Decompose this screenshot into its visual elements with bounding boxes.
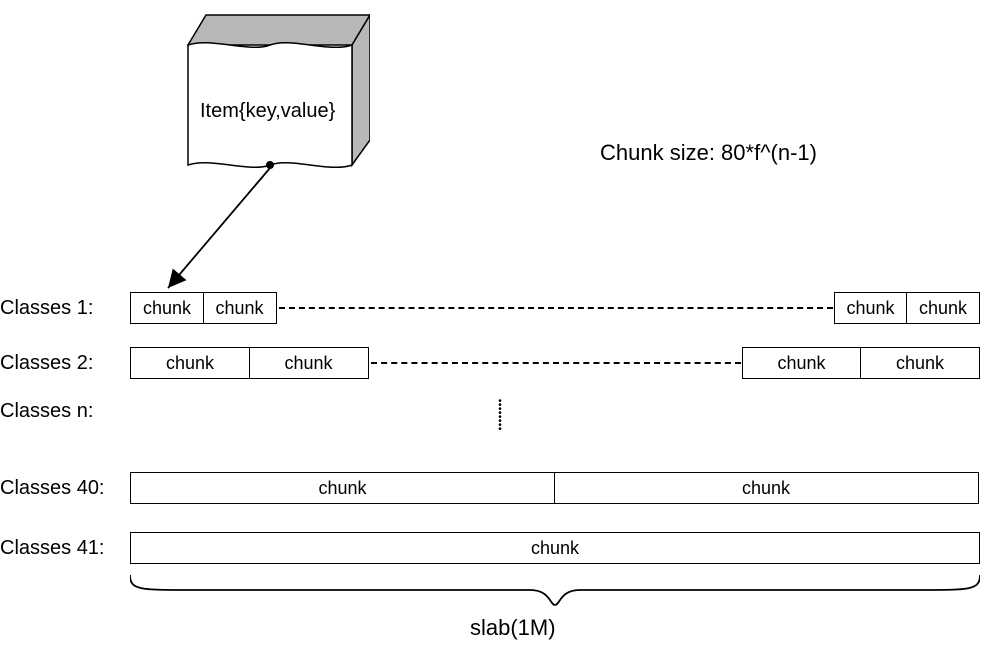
row-label-1: Classes 1: [0,297,130,320]
row-classes-1: Classes 1: chunk chunk chunk chunk [0,290,985,326]
slab-caption: slab(1M) [470,615,556,641]
vertical-ellipsis: •••••••• [490,400,510,432]
row-classes-40: Classes 40: chunk chunk [0,470,985,506]
row-label-n: Classes n: [0,400,130,423]
slab-1: chunk chunk chunk chunk [130,290,980,326]
row-label-2: Classes 2: [0,352,130,375]
row-classes-41: Classes 41: chunk [0,530,985,566]
chunk: chunk [906,292,980,324]
row-label-40: Classes 40: [0,477,130,500]
chunk: chunk [130,532,980,564]
item-box [170,5,370,175]
gap-dashed [371,362,742,364]
slab-underbrace [130,570,980,610]
slab-41: chunk [130,530,980,566]
item-box-svg [170,5,370,190]
chunk: chunk [130,292,204,324]
diagram-canvas: Item{key,value} Chunk size: 80*f^(n-1) C… [0,0,1000,672]
row-label-41: Classes 41: [0,537,130,560]
item-label: Item{key,value} [200,100,335,123]
chunk: chunk [554,472,979,504]
chunk-size-formula: Chunk size: 80*f^(n-1) [600,140,817,166]
chunk: chunk [860,347,980,379]
chunk: chunk [834,292,908,324]
chunk: chunk [742,347,862,379]
gap-dashed [279,307,834,309]
chunk: chunk [203,292,277,324]
chunk: chunk [130,472,555,504]
chunk: chunk [130,347,250,379]
slab-40: chunk chunk [130,470,980,506]
slab-2: chunk chunk chunk chunk [130,345,980,381]
chunk: chunk [249,347,369,379]
row-classes-2: Classes 2: chunk chunk chunk chunk [0,345,985,381]
